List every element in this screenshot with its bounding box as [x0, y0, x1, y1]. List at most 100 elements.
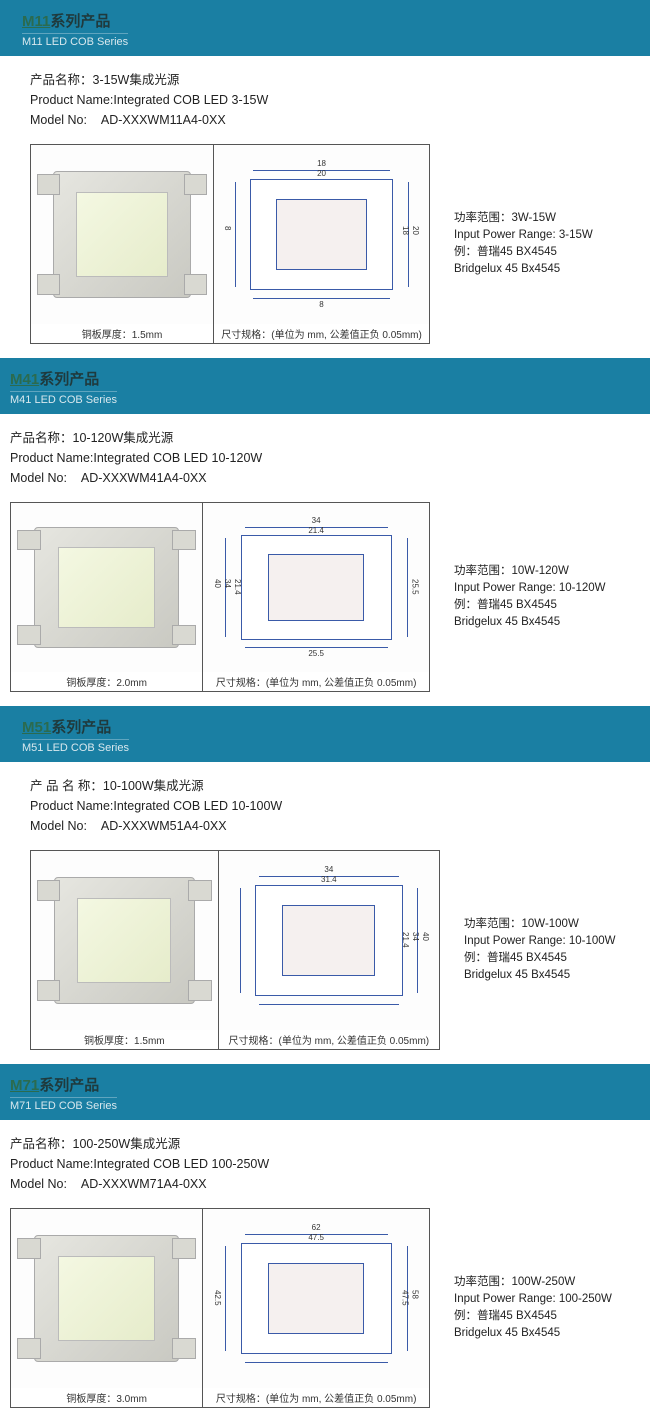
series-header: M11系列产品 M11 LED COB Series	[0, 0, 650, 56]
series-model-prefix: M51	[22, 719, 51, 736]
spec-notes: 功率范围：10W-120W Input Power Range: 10-120W…	[442, 563, 606, 632]
power-range-cn: 功率范围：3W-15W	[454, 210, 593, 227]
dimension-drawing: 62 47.5 58 47.5 42.5	[203, 1209, 429, 1388]
example-cn: 例：普瑞45 BX4545	[464, 950, 616, 967]
series-title-en: M71 LED COB Series	[10, 1097, 117, 1112]
spec-notes: 功率范围：100W-250W Input Power Range: 100-25…	[442, 1274, 612, 1343]
series-title-en: M11 LED COB Series	[22, 33, 128, 48]
spec-notes: 功率范围：3W-15W Input Power Range: 3-15W 例：普…	[442, 210, 593, 279]
cob-photo	[11, 503, 202, 672]
example-cn: 例：普瑞45 BX4545	[454, 244, 593, 261]
photo-cell: 铜板厚度：3.0mm	[11, 1209, 203, 1407]
dim-label: 34	[411, 932, 420, 941]
product-name-cn: 产品名称：100-250W集成光源	[10, 1134, 640, 1154]
example-en: Bridgelux 45 Bx4545	[464, 967, 616, 984]
dim-label: 47.5	[400, 1290, 409, 1306]
series-model-prefix: M41	[10, 371, 39, 388]
product-name-en: Product Name: Integrated COB LED 10-120W	[10, 448, 640, 468]
power-range-cn: 功率范围：10W-120W	[454, 563, 606, 580]
example-cn: 例：普瑞45 BX4545	[454, 597, 606, 614]
series-title-suffix: 系列产品	[51, 719, 111, 736]
figure-box: 铜板厚度：3.0mm 62 47.5 58 47.5 42.5	[10, 1208, 430, 1408]
series-title-en: M51 LED COB Series	[22, 739, 129, 754]
spec-notes: 功率范围：10W-100W Input Power Range: 10-100W…	[452, 916, 616, 985]
product-info: 产品名称：100-250W集成光源 Product Name: Integrat…	[0, 1120, 650, 1204]
dim-label: 21.4	[308, 526, 324, 535]
model-no: Model No: AD-XXXWM11A4-0XX	[30, 110, 640, 130]
drawing-cell: 18 20 8 20 18 8 尺寸规格：(单位为 mm, 公差值正负 0.05…	[214, 145, 429, 343]
catalog-root: M11系列产品 M11 LED COB Series 产品名称：3-15W集成光…	[0, 0, 650, 1422]
series-title-en: M41 LED COB Series	[10, 391, 117, 406]
figure-row: 铜板厚度：1.5mm 18 20 8 20 18 8	[0, 140, 650, 358]
dim-label: 34	[312, 516, 321, 525]
dim-label: 62	[312, 1223, 321, 1232]
cob-photo	[31, 851, 218, 1030]
dim-label: 8	[319, 300, 323, 309]
drawing-cell: 34 31.4 40 34 21.4 尺寸规格：(单位为 mm, 公差值正负 0…	[219, 851, 439, 1049]
series-header: M41系列产品 M41 LED COB Series	[0, 358, 650, 414]
drawing-caption: 尺寸规格：(单位为 mm, 公差值正负 0.05mm)	[203, 1388, 429, 1407]
drawing-cell: 34 21.4 25.5 25.5 40 34 21.4 尺寸规格：(单位为 m…	[203, 503, 429, 691]
photo-caption: 铜板厚度：1.5mm	[31, 324, 213, 343]
example-en: Bridgelux 45 Bx4545	[454, 614, 606, 631]
series-header: M51系列产品 M51 LED COB Series	[0, 706, 650, 762]
photo-caption: 铜板厚度：1.5mm	[31, 1030, 218, 1049]
dim-label: 40	[213, 579, 222, 588]
figure-box: 铜板厚度：1.5mm 34 31.4 40 34 21.4	[30, 850, 440, 1050]
figure-row: 铜板厚度：1.5mm 34 31.4 40 34 21.4	[0, 846, 650, 1064]
dim-label: 47.5	[308, 1233, 324, 1242]
photo-cell: 铜板厚度：1.5mm	[31, 851, 219, 1049]
dim-label: 21.4	[233, 579, 242, 595]
dim-label: 34	[324, 865, 333, 874]
dimension-drawing: 34 31.4 40 34 21.4	[219, 851, 439, 1030]
dimension-drawing: 18 20 8 20 18 8	[214, 145, 429, 324]
product-name-en: Product Name: Integrated COB LED 3-15W	[30, 90, 640, 110]
series-model-prefix: M71	[10, 1077, 39, 1094]
series-model-prefix: M11	[22, 13, 50, 30]
power-range-cn: 功率范围：10W-100W	[464, 916, 616, 933]
series-title-cn: M71系列产品	[10, 1074, 628, 1095]
series-title-suffix: 系列产品	[39, 371, 99, 388]
dim-label: 18	[317, 159, 326, 168]
drawing-cell: 62 47.5 58 47.5 42.5 尺寸规格：(单位为 mm, 公差值正负…	[203, 1209, 429, 1407]
product-name-cn: 产品名称：3-15W集成光源	[30, 70, 640, 90]
product-info: 产 品 名 称：10-100W集成光源 Product Name: Integr…	[0, 762, 650, 846]
figure-row: 铜板厚度：3.0mm 62 47.5 58 47.5 42.5	[0, 1204, 650, 1422]
photo-caption: 铜板厚度：3.0mm	[11, 1388, 202, 1407]
photo-cell: 铜板厚度：1.5mm	[31, 145, 214, 343]
dim-label: 21.4	[401, 932, 410, 948]
power-range-cn: 功率范围：100W-250W	[454, 1274, 612, 1291]
series-title-suffix: 系列产品	[50, 13, 110, 30]
product-name-en: Product Name: Integrated COB LED 100-250…	[10, 1154, 640, 1174]
cob-photo	[11, 1209, 202, 1388]
dim-label: 18	[401, 226, 410, 235]
dim-label: 20	[411, 226, 420, 235]
photo-caption: 铜板厚度：2.0mm	[11, 672, 202, 691]
dim-label: 25.5	[410, 579, 419, 595]
dim-label: 40	[421, 932, 430, 941]
example-cn: 例：普瑞45 BX4545	[454, 1308, 612, 1325]
drawing-caption: 尺寸规格：(单位为 mm, 公差值正负 0.05mm)	[214, 324, 429, 343]
dim-label: 58	[410, 1290, 419, 1299]
dimension-drawing: 34 21.4 25.5 25.5 40 34 21.4	[203, 503, 429, 672]
figure-box: 铜板厚度：1.5mm 18 20 8 20 18 8	[30, 144, 430, 344]
power-range-en: Input Power Range: 10-120W	[454, 580, 606, 597]
series-title-cn: M11系列产品	[22, 10, 628, 31]
series-title-suffix: 系列产品	[39, 1077, 99, 1094]
dim-label: 20	[317, 169, 326, 178]
series-title-cn: M41系列产品	[10, 368, 628, 389]
series-header: M71系列产品 M71 LED COB Series	[0, 1064, 650, 1120]
drawing-caption: 尺寸规格：(单位为 mm, 公差值正负 0.05mm)	[219, 1030, 439, 1049]
dim-label: 8	[223, 226, 232, 230]
model-no: Model No: AD-XXXWM71A4-0XX	[10, 1174, 640, 1194]
product-info: 产品名称：3-15W集成光源 Product Name: Integrated …	[0, 56, 650, 140]
example-en: Bridgelux 45 Bx4545	[454, 1325, 612, 1342]
drawing-caption: 尺寸规格：(单位为 mm, 公差值正负 0.05mm)	[203, 672, 429, 691]
product-name-cn: 产 品 名 称：10-100W集成光源	[30, 776, 640, 796]
dim-label: 25.5	[308, 649, 324, 658]
series-title-cn: M51系列产品	[22, 716, 628, 737]
cob-photo	[31, 145, 213, 324]
product-name-en: Product Name: Integrated COB LED 10-100W	[30, 796, 640, 816]
power-range-en: Input Power Range: 100-250W	[454, 1291, 612, 1308]
photo-cell: 铜板厚度：2.0mm	[11, 503, 203, 691]
